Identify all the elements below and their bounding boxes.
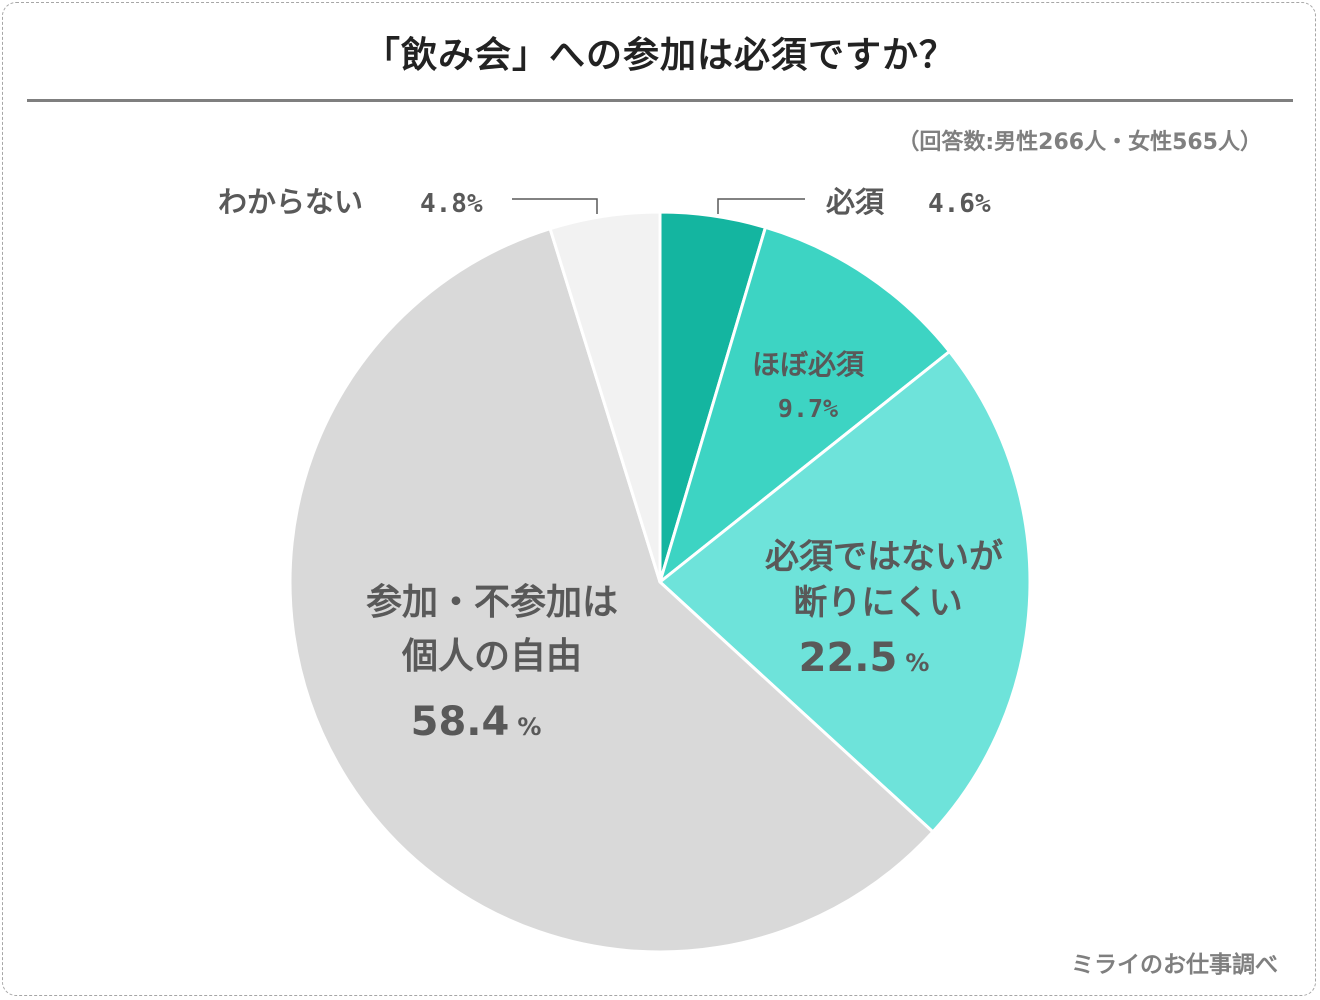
pie-slices — [288, 210, 1032, 954]
slice-label-4-line-0: わからない — [218, 185, 363, 219]
pie-slice-3 — [288, 227, 935, 954]
slice-value-2: 22.5% — [799, 635, 930, 681]
slice-label-2-line-1: 断りにくい — [793, 583, 962, 623]
slice-value-1: 9.7% — [778, 394, 838, 423]
slice-label-1-line-0: ほぼ必須 — [752, 348, 865, 381]
slice-label-3-line-1: 個人の自由 — [401, 636, 582, 677]
slice-value-0: 4.6% — [928, 189, 991, 219]
slice-value-4: 4.8% — [420, 189, 483, 219]
slice-value-3: 58.4% — [411, 699, 542, 745]
sample-size-note: （回答数:男性266人・女性565人） — [897, 130, 1262, 155]
chart-title: 「飲み会」への参加は必須ですか？ — [363, 35, 956, 76]
pie-slice-4 — [548, 210, 662, 584]
pie-slice-1 — [658, 225, 951, 584]
callout-lines — [512, 198, 805, 214]
pie-slice-2 — [658, 350, 1032, 834]
source-credit: ミライのお仕事調べ — [1071, 952, 1278, 978]
callout-line-0 — [717, 198, 805, 214]
callout-line-4 — [512, 198, 598, 214]
slice-label-3-line-0: 参加・不参加は — [366, 582, 618, 623]
slice-label-0-line-0: 必須 — [826, 185, 885, 219]
slice-label-2-line-0: 必須ではないが — [765, 537, 1003, 577]
title-divider — [27, 99, 1293, 102]
